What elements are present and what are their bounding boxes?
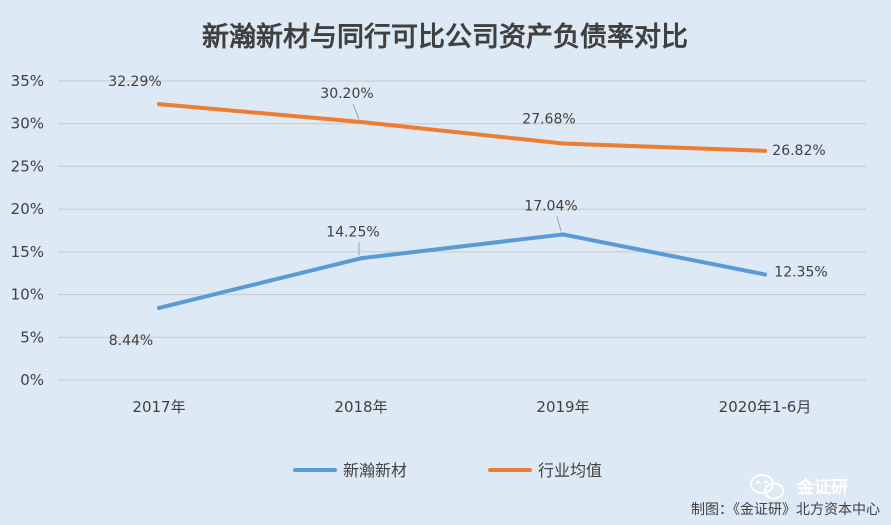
legend: 新瀚新材 行业均值	[293, 461, 602, 480]
y-tick-label: 15%	[11, 243, 44, 261]
x-tick-label: 2017年	[132, 398, 185, 416]
chart-credit: 制图：《金证研》北方资本中心	[691, 502, 880, 518]
y-tick-label: 20%	[11, 200, 44, 218]
data-label: 30.20%	[320, 86, 373, 102]
wechat-icon	[750, 474, 784, 500]
y-tick-label: 35%	[11, 72, 44, 90]
watermark-text: 金证研	[796, 477, 848, 498]
data-labels: 8.44% 14.25% 17.04% 12.35% 32.29% 30.20% 27.68…	[108, 74, 827, 349]
data-label: 32.29%	[108, 74, 161, 90]
legend-label: 行业均值	[538, 461, 602, 480]
data-label: 26.82%	[772, 143, 825, 159]
x-axis-ticks: 2017年 2018年 2019年 2020年1-6月	[132, 398, 811, 416]
data-label: 14.25%	[326, 224, 379, 240]
data-label: 12.35%	[774, 264, 827, 280]
series-line	[157, 102, 767, 153]
y-tick-label: 25%	[11, 157, 44, 175]
chart-title: 新瀚新材与同行可比公司资产负债率对比	[202, 21, 688, 53]
x-tick-label: 2020年1-6月	[719, 398, 812, 416]
data-point	[561, 232, 565, 237]
watermark: 金证研	[750, 474, 848, 500]
y-tick-label: 0%	[20, 371, 44, 389]
data-label: 8.44%	[109, 333, 153, 349]
legend-label: 新瀚新材	[343, 461, 407, 480]
series-lines	[157, 102, 767, 310]
data-point	[157, 305, 161, 310]
data-point	[561, 141, 565, 146]
data-point	[763, 272, 767, 277]
series-line	[157, 232, 767, 310]
y-tick-label: 5%	[20, 328, 44, 346]
y-tick-label: 10%	[11, 286, 44, 304]
data-point	[359, 120, 363, 125]
x-tick-label: 2018年	[334, 398, 387, 416]
data-point	[763, 148, 767, 153]
y-axis-ticks: 0% 5% 10% 15% 20% 25% 30% 35%	[11, 72, 44, 389]
y-tick-label: 30%	[11, 115, 44, 133]
data-label: 17.04%	[524, 198, 577, 214]
label-leader-line	[556, 216, 562, 232]
data-point	[157, 102, 161, 107]
data-label: 27.68%	[522, 112, 575, 128]
label-leader-line	[352, 103, 360, 120]
x-tick-label: 2019年	[536, 398, 589, 416]
data-point	[359, 256, 363, 261]
grid-lines	[58, 80, 866, 381]
